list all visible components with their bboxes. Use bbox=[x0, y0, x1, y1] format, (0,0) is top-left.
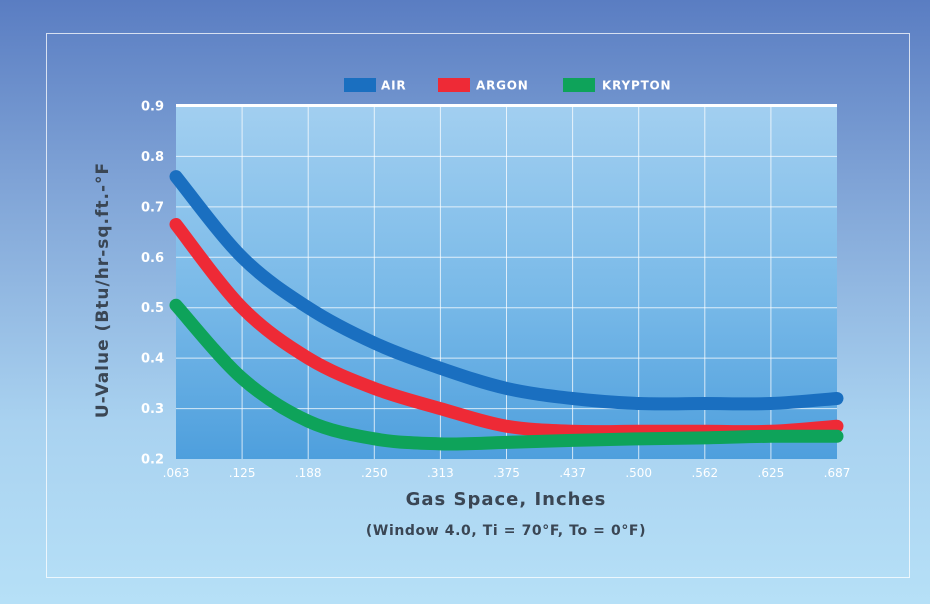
x-tick-label: .500 bbox=[625, 466, 652, 480]
x-tick-label: .250 bbox=[361, 466, 388, 480]
legend-label-argon: ARGON bbox=[476, 79, 529, 93]
y-tick-label: 0.4 bbox=[141, 352, 164, 367]
legend-label-air: AIR bbox=[381, 79, 406, 93]
y-tick-label: 0.9 bbox=[141, 100, 164, 115]
x-tick-label: .188 bbox=[295, 466, 322, 480]
y-tick-label: 0.3 bbox=[141, 402, 164, 417]
x-tick-label: .625 bbox=[758, 466, 785, 480]
y-tick-label: 0.6 bbox=[141, 251, 164, 266]
legend-swatch-argon bbox=[438, 78, 470, 92]
legend-swatch-air bbox=[344, 78, 376, 92]
y-tick-label: 0.2 bbox=[141, 453, 164, 468]
series-lines bbox=[169, 170, 844, 451]
x-tick-label: .375 bbox=[493, 466, 520, 480]
chart-frame bbox=[46, 33, 910, 578]
x-tick-labels: .063 .125 .188 .250 .313 .375 .437 .500 .562 .625… bbox=[163, 466, 851, 480]
x-tick-label: .562 bbox=[691, 466, 718, 480]
x-tick-label: .125 bbox=[229, 466, 256, 480]
x-axis-title: Gas Space, Inches bbox=[406, 489, 607, 510]
legend: AIR ARGON KRYPTON bbox=[344, 78, 671, 93]
y-tick-label: 0.7 bbox=[141, 200, 164, 215]
y-tick-label: 0.8 bbox=[141, 150, 164, 165]
legend-label-krypton: KRYPTON bbox=[602, 79, 671, 93]
y-tick-label: 0.5 bbox=[141, 301, 164, 316]
x-axis-subtitle: (Window 4.0, Ti = 70°F, To = 0°F) bbox=[366, 523, 646, 539]
x-tick-label: .437 bbox=[559, 466, 586, 480]
series-line-krypton bbox=[169, 298, 844, 451]
x-tick-label: .063 bbox=[163, 466, 190, 480]
legend-swatch-krypton bbox=[563, 78, 595, 92]
x-tick-label: .313 bbox=[427, 466, 454, 480]
x-tick-label: .687 bbox=[824, 466, 851, 480]
y-axis-title: U-Value (Btu/hr-sq.ft.-°F bbox=[93, 162, 113, 418]
y-tick-labels: 0.2 0.3 0.4 0.5 0.6 0.7 0.8 0.9 bbox=[141, 100, 164, 468]
series-line-air bbox=[169, 170, 844, 411]
